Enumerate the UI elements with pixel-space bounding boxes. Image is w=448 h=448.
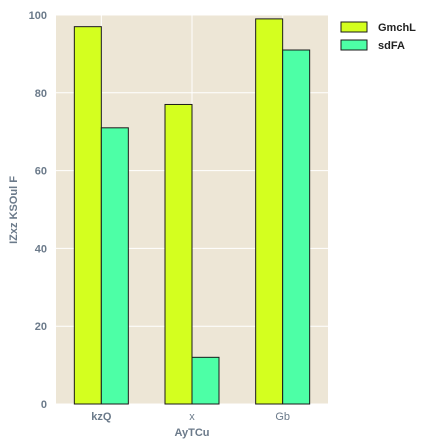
x-tick-label: kzQ [91, 411, 112, 423]
legend-label: GmchL [378, 22, 416, 34]
x-tick-label: x [189, 411, 195, 423]
y-tick-label: 20 [35, 321, 47, 333]
bar-GmchL-kzQ [73, 26, 102, 405]
y-tick-label: 0 [41, 399, 47, 411]
legend-swatch [340, 21, 368, 33]
bar-sdFA-Gb [282, 49, 311, 405]
bar-sdFA-kzQ [100, 127, 129, 405]
x-axis-label: AyTCu [174, 427, 209, 439]
x-tick-label: Gb [275, 411, 290, 423]
y-tick-label: 60 [35, 166, 47, 178]
y-tick-label: 100 [29, 10, 47, 22]
x-axis-ticks: kzQ x Gb [91, 411, 290, 423]
legend-swatch [340, 39, 368, 51]
bar-GmchL-Gb [255, 18, 284, 405]
y-tick-label: 80 [35, 88, 47, 100]
bars [73, 18, 311, 405]
y-axis-label: IZxz KSOul F [8, 176, 20, 244]
bar-sdFA-x [191, 356, 220, 405]
bar-GmchL-x [164, 103, 193, 405]
legend: GmchL sdFA [340, 21, 416, 52]
y-tick-label: 40 [35, 243, 47, 255]
legend-label: sdFA [378, 40, 405, 52]
y-axis-ticks: 0 20 40 60 80 100 [29, 10, 47, 411]
